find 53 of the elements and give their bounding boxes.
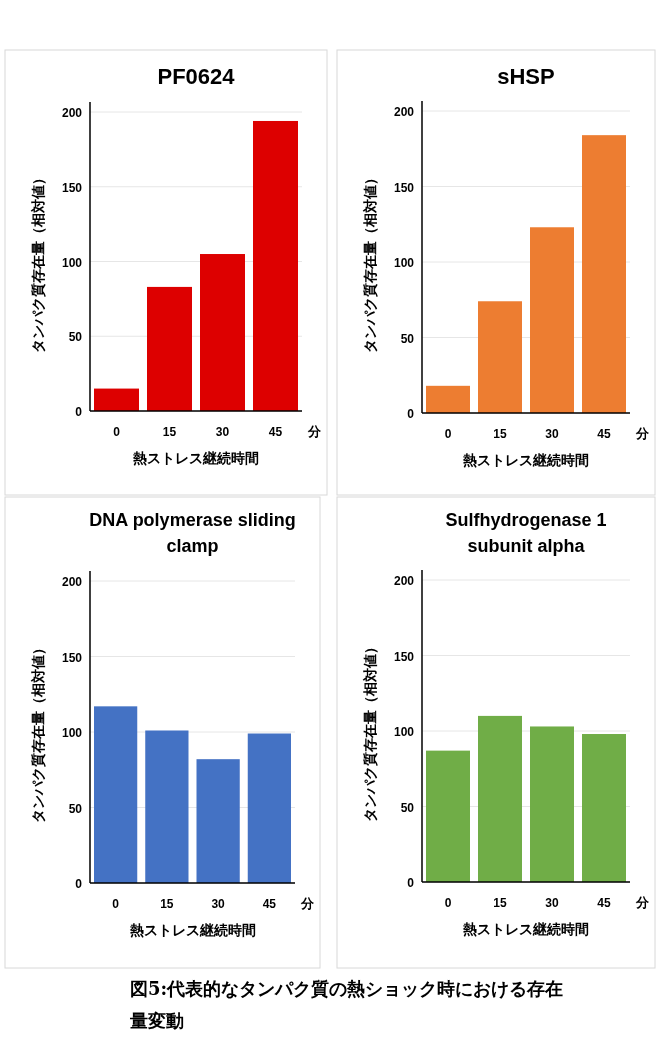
x-tick-label: 45 <box>597 896 611 910</box>
y-tick-label: 0 <box>407 876 415 890</box>
y-axis-title: タンパク質存在量（相対値） <box>362 171 378 353</box>
y-tick-label: 50 <box>400 800 415 815</box>
y-tick-label: 200 <box>393 574 415 588</box>
y-tick-label: 100 <box>393 725 415 739</box>
x-tick-label: 30 <box>215 425 230 439</box>
y-tick-label: 100 <box>61 255 83 270</box>
x-axis-title: 熱ストレス継続時間 <box>462 452 589 468</box>
y-tick-label: 50 <box>68 801 83 816</box>
x-tick-label: 0 <box>113 425 121 439</box>
y-tick-label: 200 <box>61 575 83 589</box>
y-tick-label: 100 <box>61 726 83 740</box>
y-tick-label: 150 <box>61 180 83 195</box>
x-tick-label: 15 <box>160 897 174 911</box>
y-tick-label: 0 <box>75 405 83 419</box>
y-tick-label: 150 <box>61 650 83 665</box>
x-axis-title: 熱ストレス継続時間 <box>128 922 256 938</box>
x-tick-label: 15 <box>162 425 177 439</box>
x-tick-label: 45 <box>597 427 611 441</box>
y-tick-label: 150 <box>393 649 415 664</box>
text: 分 <box>306 424 322 439</box>
text: 分 <box>634 895 650 910</box>
x-axis-title: 熱ストレス継続時間 <box>462 921 589 937</box>
y-axis-title: タンパク質存在量（相対値） <box>30 641 46 823</box>
title: PF0624 <box>157 64 235 89</box>
x-tick-label: 45 <box>268 425 283 439</box>
text: 分 <box>299 896 315 911</box>
y-axis-title: タンパク質存在量（相対値） <box>362 640 378 822</box>
y-tick-label: 100 <box>393 256 415 270</box>
x-tick-label: 30 <box>545 896 559 910</box>
title: Sulfhydrogenase 1 subunit alpha <box>445 510 607 556</box>
x-tick-label: 0 <box>444 427 452 441</box>
y-tick-label: 50 <box>68 330 83 345</box>
x-tick-label: 30 <box>545 427 559 441</box>
x-tick-label: 45 <box>262 897 277 911</box>
x-tick-label: 30 <box>211 897 226 911</box>
x-tick-label: 15 <box>493 896 507 910</box>
y-tick-label: 50 <box>400 331 415 346</box>
text: 分 <box>634 426 650 441</box>
x-tick-label: 15 <box>493 427 507 441</box>
title: sHSP <box>497 64 555 89</box>
title: DNA polymerase sliding clamp <box>89 510 296 556</box>
x-tick-label: 0 <box>112 897 120 911</box>
y-tick-label: 0 <box>75 877 83 891</box>
y-tick-label: 0 <box>407 407 415 421</box>
y-tick-label: 200 <box>61 106 83 120</box>
y-tick-label: 150 <box>393 180 415 195</box>
x-tick-label: 0 <box>444 896 452 910</box>
x-axis-title: 熱ストレス継続時間 <box>132 450 259 466</box>
y-axis-title: タンパク質存在量（相対値） <box>30 170 46 353</box>
caption: 図5:代表的なタンパク質の熱ショック時における存在量変動 <box>129 978 564 1031</box>
y-tick-label: 200 <box>393 105 415 119</box>
